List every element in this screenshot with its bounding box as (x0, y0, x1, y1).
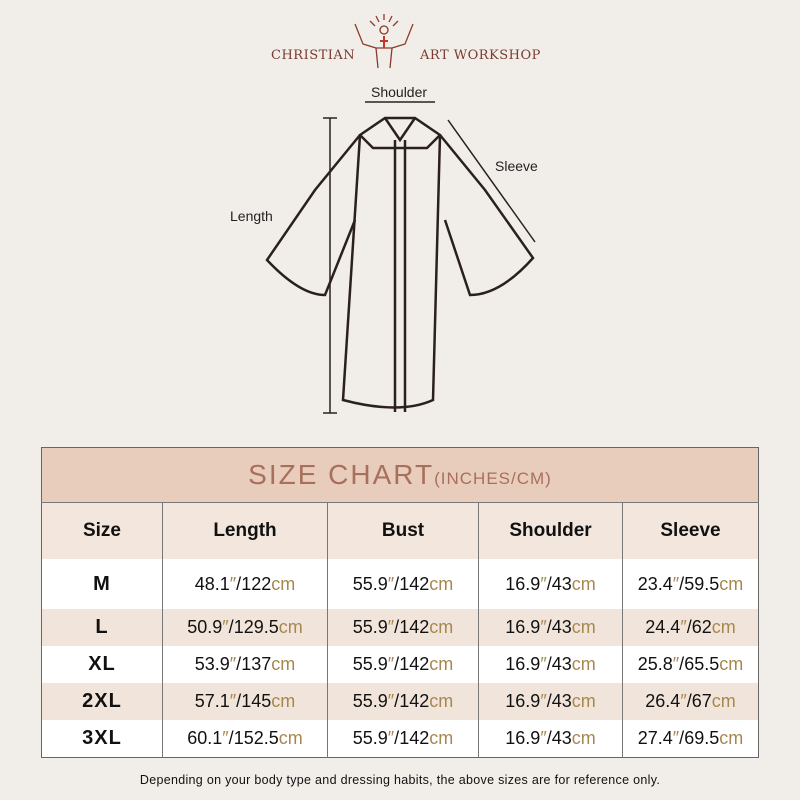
col-header: Sleeve (622, 502, 759, 559)
jesus-logo-icon (354, 14, 414, 69)
header-row: Size Length Bust Shoulder Sleeve (41, 502, 759, 559)
col-header: Shoulder (478, 502, 623, 559)
size-cell: 3XL (41, 720, 163, 758)
col-header: Length (162, 502, 328, 559)
bust-cell: 55.9″/142cm (327, 720, 479, 758)
bust-cell: 55.9″/142cm (327, 683, 479, 720)
disclaimer-note: Depending on your body type and dressing… (139, 773, 661, 787)
length-cell: 60.1″/152.5cm (162, 720, 328, 758)
length-cell: 50.9″/129.5cm (162, 609, 328, 646)
robe-diagram: Shoulder Sleeve Length (230, 80, 555, 425)
shoulder-cell: 16.9″/43cm (478, 720, 623, 758)
shoulder-cell: 16.9″/43cm (478, 609, 623, 646)
length-cell: 57.1″/145cm (162, 683, 328, 720)
shoulder-cell: 16.9″/43cm (478, 559, 623, 609)
shoulder-cell: 16.9″/43cm (478, 646, 623, 683)
table-row: XL 53.9″/137cm 55.9″/142cm 16.9″/43cm 25.8″/… (41, 646, 759, 683)
size-cell: 2XL (41, 683, 163, 720)
table-title: SIZE CHART(INCHES/CM) (41, 447, 759, 503)
shoulder-label: Shoulder (371, 84, 428, 100)
size-cell: M (41, 559, 163, 609)
brand-left: CHRISTIAN (271, 48, 356, 63)
col-header: Size (41, 502, 163, 559)
bust-cell: 55.9″/142cm (327, 609, 479, 646)
sleeve-cell: 25.8″/65.5cm (622, 646, 759, 683)
length-cell: 48.1″/122cm (162, 559, 328, 609)
bust-cell: 55.9″/142cm (327, 646, 479, 683)
robe-illustration (265, 101, 536, 414)
bust-cell: 55.9″/142cm (327, 559, 479, 609)
length-cell: 53.9″/137cm (162, 646, 328, 683)
table-row: M 48.1″/122cm 55.9″/142cm 16.9″/43cm 23.4″/5… (41, 559, 759, 609)
size-cell: L (41, 609, 163, 646)
shoulder-cell: 16.9″/43cm (478, 683, 623, 720)
sleeve-cell: 24.4″/62cm (622, 609, 759, 646)
col-header: Bust (327, 502, 479, 559)
sleeve-label: Sleeve (495, 158, 538, 174)
sleeve-cell: 27.4″/69.5cm (622, 720, 759, 758)
length-label: Length (230, 208, 273, 224)
table-row: 2XL 57.1″/145cm 55.9″/142cm 16.9″/43cm 26.4″… (41, 683, 759, 720)
table-row: 3XL 60.1″/152.5cm 55.9″/142cm 16.9″/43cm 27.… (41, 720, 759, 758)
sleeve-cell: 23.4″/59.5cm (622, 559, 759, 609)
sleeve-cell: 26.4″/67cm (622, 683, 759, 720)
brand-right: ART WORKSHOP (420, 48, 541, 63)
table-row: L 50.9″/129.5cm 55.9″/142cm 16.9″/43cm 24.4″… (41, 609, 759, 646)
size-cell: XL (41, 646, 163, 683)
size-chart-table: SIZE CHART(INCHES/CM) Size Length Bust S… (41, 447, 759, 758)
